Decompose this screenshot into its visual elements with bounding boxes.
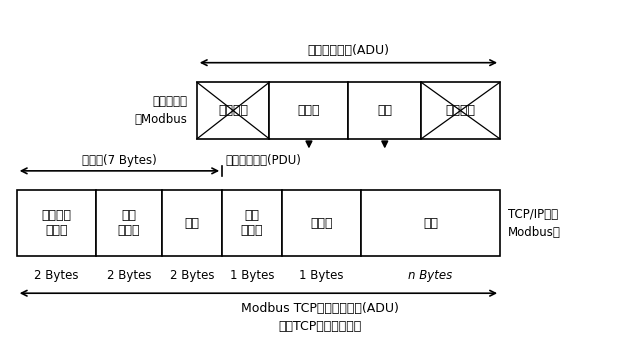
Text: 附加地址: 附加地址 <box>218 104 248 117</box>
Text: 数据: 数据 <box>377 104 392 117</box>
Bar <box>197 82 269 139</box>
Text: 1 Bytes: 1 Bytes <box>300 269 344 282</box>
Text: 功能码: 功能码 <box>310 217 333 230</box>
Bar <box>17 190 96 256</box>
Bar <box>348 82 421 139</box>
Text: 协议
标识符: 协议 标识符 <box>118 209 140 237</box>
Text: 的Modbus: 的Modbus <box>134 113 188 126</box>
Bar <box>269 82 348 139</box>
Text: Modbus帧: Modbus帧 <box>508 225 561 238</box>
Text: 数据: 数据 <box>423 217 438 230</box>
Text: 事务处理
标识箱: 事务处理 标识箱 <box>41 209 71 237</box>
Text: 长度: 长度 <box>184 217 200 230</box>
Text: 差错校验: 差错校验 <box>445 104 476 117</box>
Text: n Bytes: n Bytes <box>408 269 452 282</box>
Bar <box>162 190 222 256</box>
Bar <box>222 190 282 256</box>
Text: 嵌入TCP帧的数据段中: 嵌入TCP帧的数据段中 <box>278 320 362 333</box>
Text: 2 Bytes: 2 Bytes <box>107 269 151 282</box>
Text: 报文头(7 Bytes): 报文头(7 Bytes) <box>82 154 157 167</box>
Text: 2 Bytes: 2 Bytes <box>34 269 79 282</box>
Text: 功能码: 功能码 <box>298 104 320 117</box>
Bar <box>361 190 500 256</box>
Text: Modbus TCP应用数据单元(ADU): Modbus TCP应用数据单元(ADU) <box>241 302 399 315</box>
Bar <box>96 190 162 256</box>
Text: 1 Bytes: 1 Bytes <box>230 269 275 282</box>
Text: TCP/IP上的: TCP/IP上的 <box>508 208 557 221</box>
Text: 串行链路上: 串行链路上 <box>152 95 188 108</box>
Bar <box>421 82 500 139</box>
Bar <box>282 190 361 256</box>
Text: 协议数据单元(PDU): 协议数据单元(PDU) <box>225 154 301 167</box>
Text: 单元
标识符: 单元 标识符 <box>241 209 263 237</box>
Text: 2 Bytes: 2 Bytes <box>170 269 214 282</box>
Text: 应用数据单元(ADU): 应用数据单元(ADU) <box>307 44 389 57</box>
